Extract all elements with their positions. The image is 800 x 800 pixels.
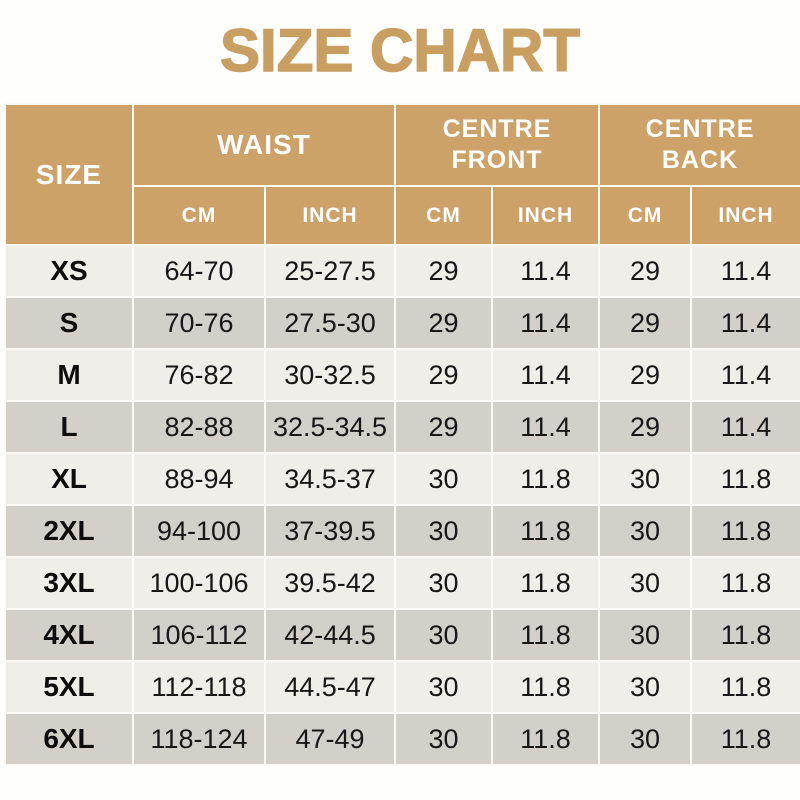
- cf-inch-cell: 11.4: [491, 400, 601, 454]
- cf-inch-cell: 11.4: [491, 348, 601, 402]
- header-centre-back-cell: CENTRE BACK: [598, 103, 800, 187]
- cf-cm-cell: 30: [394, 608, 494, 662]
- table-row-2xl: 2XL 94-100 37-39.5 30 11.8 30 11.8: [4, 504, 800, 558]
- cb-cm-cell: 29: [598, 296, 693, 350]
- header-centre-back-line1: CENTRE: [645, 114, 755, 143]
- waist-inch-cell: 42-44.5: [263, 608, 397, 662]
- table-row-3xl: 3XL 100-106 39.5-42 30 11.8 30 11.8: [4, 556, 800, 610]
- size-cell: M: [4, 348, 134, 402]
- cb-inch-cell: 11.4: [690, 348, 800, 402]
- waist-cm-cell: 94-100: [132, 504, 266, 558]
- cf-inch-cell: 11.8: [491, 712, 601, 766]
- table-row-xl: XL 88-94 34.5-37 30 11.8 30 11.8: [4, 452, 800, 506]
- cf-inch-cell: 11.8: [491, 608, 601, 662]
- subheader-cb-cm: CM: [598, 185, 693, 246]
- size-cell: 4XL: [4, 608, 134, 662]
- cf-inch-cell: 11.8: [491, 556, 601, 610]
- cb-inch-cell: 11.8: [690, 660, 800, 714]
- cb-inch-cell: 11.8: [690, 608, 800, 662]
- waist-cm-cell: 88-94: [132, 452, 266, 506]
- cf-cm-cell: 29: [394, 400, 494, 454]
- header-centre-back-line2: BACK: [661, 146, 739, 174]
- cf-inch-cell: 11.8: [491, 504, 601, 558]
- table-row-6xl: 6XL 118-124 47-49 30 11.8 30 11.8: [4, 712, 800, 766]
- cb-cm-cell: 29: [598, 244, 693, 298]
- table-row-4xl: 4XL 106-112 42-44.5 30 11.8 30 11.8: [4, 608, 800, 662]
- cf-cm-cell: 29: [394, 296, 494, 350]
- page-title: SIZE CHART: [219, 16, 581, 85]
- waist-cm-cell: 106-112: [132, 608, 266, 662]
- size-cell: XS: [4, 244, 134, 298]
- table-row-s: S 70-76 27.5-30 29 11.4 29 11.4: [4, 296, 800, 350]
- waist-inch-cell: 39.5-42: [263, 556, 397, 610]
- size-cell: 5XL: [4, 660, 134, 714]
- subheader-waist-inch: INCH: [263, 185, 397, 246]
- cf-cm-cell: 30: [394, 452, 494, 506]
- table-row-5xl: 5XL 112-118 44.5-47 30 11.8 30 11.8: [4, 660, 800, 714]
- subheader-cf-inch: INCH: [491, 185, 601, 246]
- cf-cm-cell: 29: [394, 244, 494, 298]
- cb-cm-cell: 30: [598, 608, 693, 662]
- header-row-sub: CM INCH CM INCH CM INCH: [5, 185, 800, 246]
- size-cell: 6XL: [4, 712, 134, 766]
- cf-cm-cell: 30: [394, 556, 494, 610]
- table-row-xs: XS 64-70 25-27.5 29 11.4 29 11.4: [4, 244, 800, 298]
- cf-inch-cell: 11.4: [491, 244, 601, 298]
- size-cell: XL: [4, 452, 134, 506]
- cf-cm-cell: 30: [394, 504, 494, 558]
- cb-inch-cell: 11.8: [690, 556, 800, 610]
- cb-cm-cell: 30: [598, 504, 693, 558]
- cf-cm-cell: 30: [394, 712, 494, 766]
- size-cell: 3XL: [4, 556, 134, 610]
- cb-cm-cell: 29: [598, 400, 693, 454]
- cb-cm-cell: 30: [598, 556, 693, 610]
- cb-cm-cell: 30: [598, 660, 693, 714]
- cb-inch-cell: 11.8: [690, 504, 800, 558]
- waist-cm-cell: 112-118: [132, 660, 266, 714]
- header-waist-cell: WAIST: [131, 103, 397, 187]
- header-centre-front-line1: CENTRE: [442, 114, 552, 143]
- waist-inch-cell: 34.5-37: [263, 452, 397, 506]
- waist-cm-cell: 70-76: [132, 296, 266, 350]
- cb-cm-cell: 29: [598, 348, 693, 402]
- waist-inch-cell: 47-49: [263, 712, 397, 766]
- size-cell: 2XL: [4, 504, 134, 558]
- cf-inch-cell: 11.4: [491, 296, 601, 350]
- cb-cm-cell: 30: [598, 452, 693, 506]
- cb-inch-cell: 11.4: [690, 244, 800, 298]
- waist-cm-cell: 118-124: [132, 712, 266, 766]
- cf-inch-cell: 11.8: [491, 660, 601, 714]
- waist-inch-cell: 32.5-34.5: [263, 400, 397, 454]
- subheader-waist-cm: CM: [132, 185, 266, 246]
- waist-cm-cell: 82-88: [132, 400, 266, 454]
- waist-inch-cell: 30-32.5: [263, 348, 397, 402]
- subheader-cb-inch: INCH: [690, 185, 800, 246]
- waist-inch-cell: 25-27.5: [263, 244, 397, 298]
- cf-cm-cell: 29: [394, 348, 494, 402]
- table-row-l: L 82-88 32.5-34.5 29 11.4 29 11.4: [4, 400, 800, 454]
- table-row-m: M 76-82 30-32.5 29 11.4 29 11.4: [4, 348, 800, 402]
- cb-inch-cell: 11.8: [690, 452, 800, 506]
- size-cell: S: [4, 296, 134, 350]
- header-size-cell: SIZE: [4, 103, 134, 246]
- waist-cm-cell: 100-106: [132, 556, 266, 610]
- header-row-main: SIZE WAIST CENTRE FRONT CENTRE BACK: [4, 103, 800, 246]
- waist-cm-cell: 76-82: [132, 348, 266, 402]
- cb-inch-cell: 11.8: [690, 712, 800, 766]
- size-cell: L: [4, 400, 134, 454]
- header-centre-front-cell: CENTRE FRONT: [394, 103, 601, 187]
- cb-inch-cell: 11.4: [690, 400, 800, 454]
- waist-inch-cell: 27.5-30: [263, 296, 397, 350]
- subheader-cf-cm: CM: [394, 185, 494, 246]
- cb-inch-cell: 11.4: [690, 296, 800, 350]
- cf-cm-cell: 30: [394, 660, 494, 714]
- size-chart-table: SIZE WAIST CENTRE FRONT CENTRE BACK CM I…: [4, 103, 800, 766]
- header-centre-front-line2: FRONT: [451, 146, 543, 174]
- cf-inch-cell: 11.8: [491, 452, 601, 506]
- waist-inch-cell: 44.5-47: [263, 660, 397, 714]
- cb-cm-cell: 30: [598, 712, 693, 766]
- waist-inch-cell: 37-39.5: [263, 504, 397, 558]
- waist-cm-cell: 64-70: [132, 244, 266, 298]
